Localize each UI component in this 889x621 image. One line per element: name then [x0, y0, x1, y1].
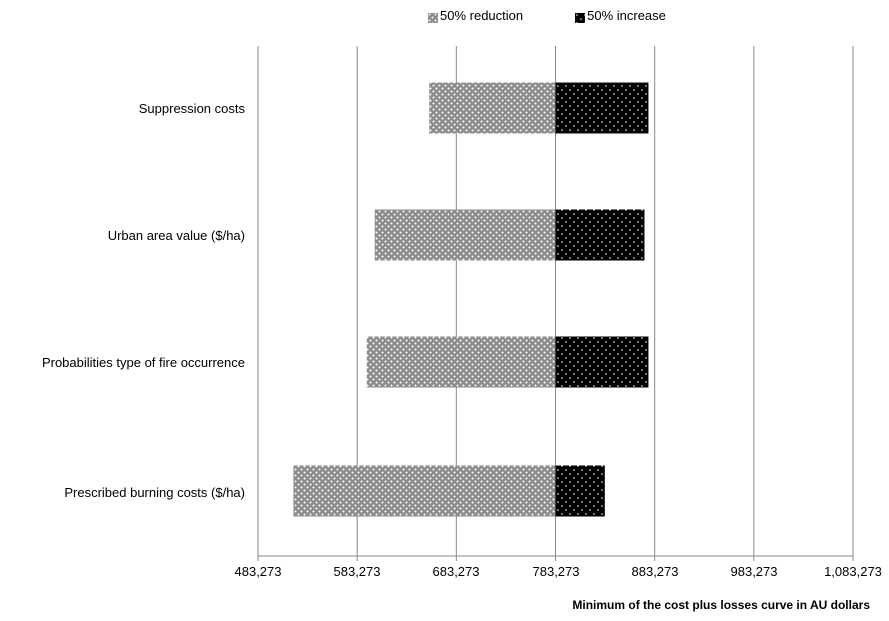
x-tick-label: 583,273 [333, 564, 381, 579]
x-axis-title: Minimum of the cost plus losses curve in… [572, 598, 870, 612]
x-tick-label: 1,083,273 [824, 564, 882, 579]
legend-item-increase: 50% increase [575, 8, 666, 23]
bar-reduction [374, 209, 556, 261]
chart-legend: 50% reduction 50% increase [428, 8, 718, 23]
bar-increase [555, 82, 649, 134]
category-label: Suppression costs [138, 101, 245, 116]
legend-label-reduction: 50% reduction [440, 8, 524, 23]
bar-reduction [366, 336, 556, 388]
bar-reduction [293, 465, 556, 517]
x-tick-label: 783,273 [532, 564, 580, 579]
category-label: Probabilities type of fire occurrence [41, 355, 245, 370]
bar-increase [555, 336, 649, 388]
x-tick-label: 683,273 [432, 564, 480, 579]
x-tick-label: 983,273 [730, 564, 778, 579]
category-label: Urban area value ($/ha) [107, 228, 245, 243]
legend-swatch-increase [575, 11, 586, 23]
legend-item-reduction: 50% reduction [428, 8, 523, 23]
bar-increase [555, 209, 645, 261]
x-tick-label: 883,273 [631, 564, 679, 579]
bar-reduction [429, 82, 556, 134]
category-label: Prescribed burning costs ($/ha) [64, 485, 245, 500]
legend-swatch-reduction [428, 11, 438, 23]
bar-increase [555, 465, 605, 517]
x-tick-label: 483,273 [234, 564, 282, 579]
legend-label-increase: 50% increase [587, 8, 666, 23]
